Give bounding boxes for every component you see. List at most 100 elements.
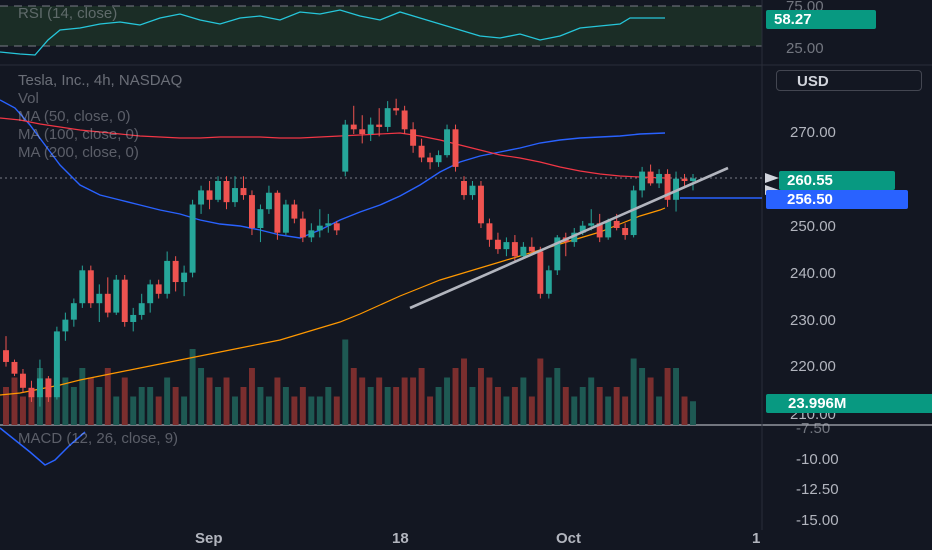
candle-body [656,173,663,184]
rsi-line [0,9,665,56]
candle-body [147,284,154,304]
volume-bar [690,401,696,425]
volume-bar [401,377,408,425]
volume-bar [681,396,688,425]
volume-bar [206,377,213,425]
volume-bar [45,387,52,425]
candle-body [613,220,620,228]
volume-bar [452,368,459,425]
macd-axis-label: -12.50 [796,481,839,498]
trendline[interactable] [409,166,729,310]
currency-button[interactable]: USD [776,70,922,91]
candle-body [588,223,595,226]
volume-bar [274,377,281,425]
volume-bar [622,396,629,425]
volume-bar [232,396,238,425]
candle-body [130,314,137,322]
macd-line [0,427,86,466]
candle-body [664,173,671,200]
macd-axis-label: -10.00 [796,451,839,468]
volume-bar [308,396,315,425]
volume-tag: 23.996M [766,394,932,413]
candle-body [630,190,637,236]
candle-body [342,124,349,172]
candle-body [79,270,86,304]
volume-bar [486,377,493,425]
candle-body [265,192,272,210]
volume-bar [494,387,501,425]
candle-body [444,129,451,156]
volume-bar [410,377,417,425]
volume-bar [656,396,663,425]
legend-vol: Vol [18,90,39,107]
volume-bar [554,368,561,425]
candle-body [376,124,383,127]
volume-bar [545,377,552,425]
volume-bar [503,396,510,425]
volume-bar [189,349,196,425]
volume-bar [181,396,188,425]
volume-bar [70,387,77,425]
candle-body [274,192,281,233]
candle-body [62,319,69,332]
candle-body [545,270,552,294]
last-price-tag: 260.55 [779,171,895,190]
candle-body [579,225,586,233]
volume-bar [461,358,467,425]
volume-bar [62,377,69,425]
volume-bar [571,396,578,425]
legend-macd: MACD (12, 26, close, 9) [18,430,179,447]
price-axis-label: 240.00 [790,265,836,282]
price-axis-label: 220.00 [790,358,836,375]
macd-axis-label: -15.00 [796,512,839,529]
volume-bar [11,377,18,425]
volume-bar [605,396,612,425]
candle-body [461,181,467,196]
candle-body [155,284,162,294]
candle-body [121,279,128,322]
candle-body [393,108,400,111]
volume-bar [393,387,400,425]
candle-body [384,108,391,127]
candle-body [282,204,289,233]
volume-bar [613,387,620,425]
candle-body [673,178,680,200]
candle-body [316,225,323,231]
volume-bar [113,396,120,425]
volume-bar [579,387,586,425]
volume-bar [639,368,646,425]
volume-bar [96,387,103,425]
volume-bar [469,387,476,425]
volume-bar [28,396,35,425]
candle-body [325,223,332,226]
candle-body [477,185,484,224]
candle-body [28,387,35,398]
volume-bar [435,387,442,425]
volume-bar [265,396,272,425]
candle-body [333,223,340,231]
volume-bar [588,377,595,425]
candle-body [350,124,357,130]
candle-body [571,232,578,243]
volume-bars [3,339,696,425]
candle-body [45,378,52,398]
volume-bar [147,387,154,425]
legend-ma200: MA (200, close, 0) [18,144,139,161]
volume-bar [647,377,654,425]
time-axis-label: Sep [195,530,223,547]
candle-body [528,246,535,252]
volume-bar [444,377,451,425]
ma100-line [0,117,666,179]
legend-rsi: RSI (14, close) [18,5,118,22]
candle-body [36,378,43,398]
candle-body [469,185,476,196]
volume-bar [291,396,298,425]
horizontal-line-price-tag: 256.50 [766,190,908,209]
candle-body [240,188,247,196]
volume-bar [257,387,264,425]
candle-body [427,157,434,163]
macd-axis-label: -7.50 [796,420,831,437]
candle-body [520,246,527,257]
volume-bar [248,368,255,425]
